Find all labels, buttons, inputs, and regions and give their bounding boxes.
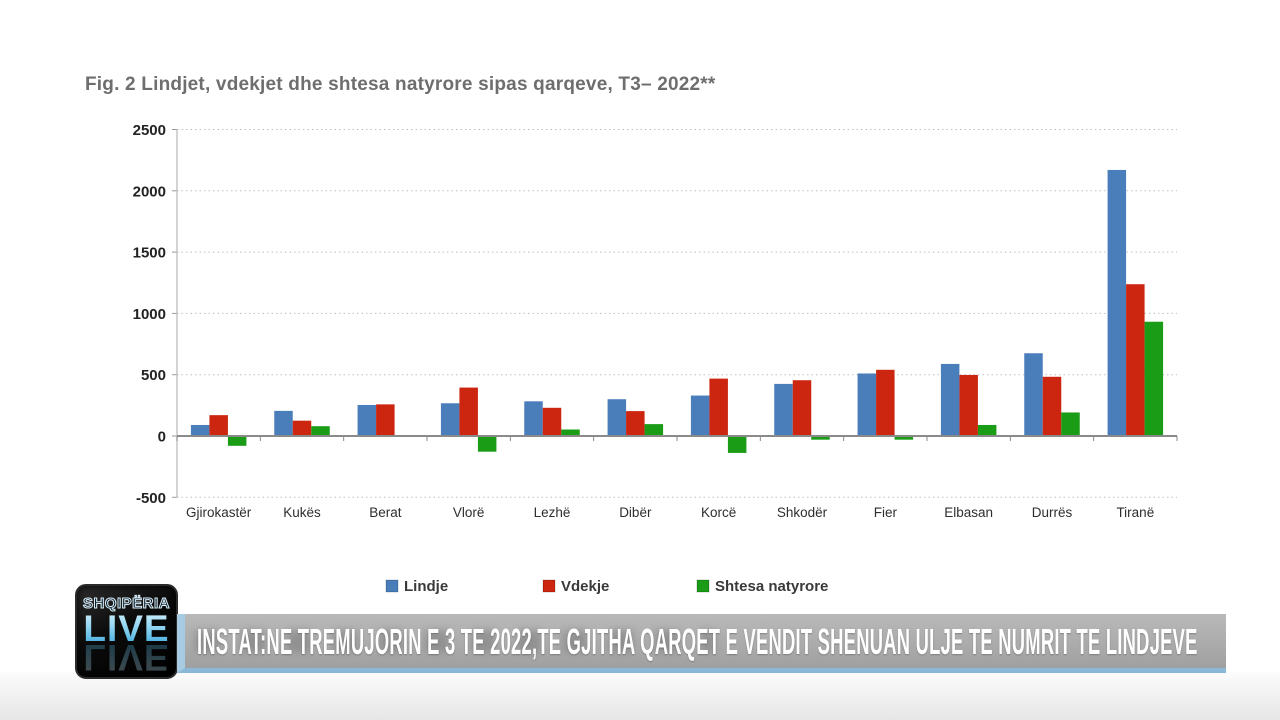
bar-lindje xyxy=(1107,169,1127,436)
y-axis-label: 2500 xyxy=(133,122,166,139)
y-axis-label: 500 xyxy=(141,367,166,384)
legend-label: Lindje xyxy=(404,578,448,595)
legend-swatch-1 xyxy=(385,579,399,593)
bar-shtesa-natyrore xyxy=(894,436,914,440)
bar-lindje xyxy=(524,401,543,436)
bar-shtesa-natyrore xyxy=(1061,412,1080,436)
legend-swatch-3 xyxy=(696,579,710,593)
x-axis-label: Lezhë xyxy=(534,505,571,520)
y-axis-label: -500 xyxy=(136,490,166,507)
x-axis-label: Dibër xyxy=(619,505,652,520)
bar-lindje xyxy=(857,373,877,436)
bar-shtesa-natyrore xyxy=(561,429,580,436)
bar-vdekje xyxy=(1126,284,1145,436)
bar-vdekje xyxy=(376,404,395,436)
bar-lindje xyxy=(190,424,210,436)
legend-label: Shtesa natyrore xyxy=(715,578,828,595)
bar-lindje xyxy=(940,363,960,436)
ticker-headline: INSTAT:NE TREMUJORIN E 3 TE 2022,TE GJIT… xyxy=(197,621,1198,662)
bar-lindje xyxy=(690,395,710,436)
x-axis-label: Shkodër xyxy=(777,505,828,520)
ticker-background-smudge xyxy=(195,630,715,652)
news-ticker: INSTAT:NE TREMUJORIN E 3 TE 2022,TE GJIT… xyxy=(177,614,1226,673)
bar-vdekje xyxy=(626,411,645,436)
y-axis-label: 1500 xyxy=(133,245,166,262)
y-axis-label: 1000 xyxy=(133,306,166,323)
bar-shtesa-natyrore xyxy=(977,424,997,436)
y-axis-label: 2000 xyxy=(133,183,166,200)
bar-lindje xyxy=(274,410,293,436)
bar-vdekje xyxy=(209,415,228,436)
x-axis-label: Gjirokastër xyxy=(186,505,252,520)
x-axis-label: Vlorë xyxy=(453,505,485,520)
x-axis-label: Berat xyxy=(369,505,402,520)
bar-shtesa-natyrore xyxy=(644,424,664,436)
bar-vdekje xyxy=(876,369,895,436)
legend-label: Vdekje xyxy=(561,578,609,595)
bar-lindje xyxy=(357,404,377,436)
bar-lindje xyxy=(1024,353,1043,436)
x-axis-label: Elbasan xyxy=(944,505,993,520)
logo-live-text: LIVE xyxy=(77,610,176,647)
bar-vdekje xyxy=(459,387,478,436)
bar-vdekje xyxy=(1042,376,1062,436)
bar-shtesa-natyrore xyxy=(311,426,330,436)
x-axis-label: Kukës xyxy=(283,505,321,520)
bar-shtesa-natyrore xyxy=(227,436,247,446)
logo-show-name: SHQIPËRIA xyxy=(82,595,170,613)
x-axis-label: Korcë xyxy=(701,505,736,520)
frame-bottom-strip xyxy=(0,672,1280,720)
bar-vdekje xyxy=(709,378,728,436)
bar-lindje xyxy=(607,399,627,436)
bar-shtesa-natyrore xyxy=(811,436,830,440)
y-axis-label: 0 xyxy=(158,429,166,446)
x-axis-label: Tiranë xyxy=(1116,505,1154,520)
bar-vdekje xyxy=(542,407,562,436)
x-axis-label: Durrës xyxy=(1032,505,1073,520)
logo-live-reflection: LIVE xyxy=(77,637,176,677)
chart-title: Fig. 2 Lindjet, vdekjet dhe shtesa natyr… xyxy=(85,74,716,95)
x-axis-label: Fier xyxy=(874,505,898,520)
bar-vdekje xyxy=(959,374,978,436)
bar-shtesa-natyrore xyxy=(727,436,747,453)
legend-swatch-2 xyxy=(542,579,556,593)
bar-vdekje xyxy=(792,380,812,436)
bar-lindje xyxy=(774,383,793,436)
bar-vdekje xyxy=(292,420,312,436)
bar-lindje xyxy=(440,403,460,436)
bar-shtesa-natyrore xyxy=(1144,321,1164,436)
bar-shtesa-natyrore xyxy=(477,436,497,452)
shqiperia-live-logo: SHQIPËRIA LIVE LIVE xyxy=(75,584,178,679)
